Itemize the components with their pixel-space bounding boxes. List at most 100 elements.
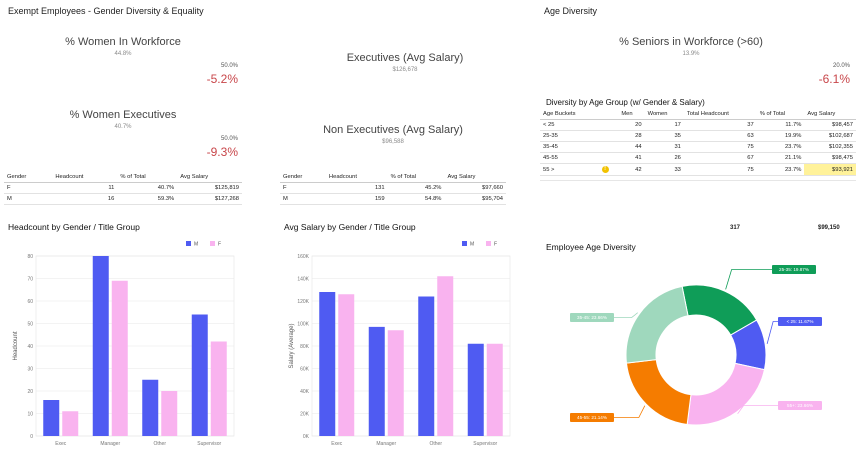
legend-label: F — [218, 242, 221, 248]
bar-f-manager — [111, 280, 128, 436]
table-row[interactable]: F 11 40.7% $125,819 — [4, 182, 242, 194]
kpi-target: 50.0% — [220, 63, 238, 69]
cell: 131 — [325, 182, 388, 194]
kpi-women-executives: % Women Executives 40.7% 50.0% -9.3% — [8, 109, 238, 159]
col-header: Headcount — [52, 172, 118, 183]
cell: $102,687 — [804, 130, 856, 142]
x-tick-label: Manager — [376, 441, 396, 447]
legend-swatch — [486, 241, 491, 246]
bar-m-supervisor — [467, 343, 484, 436]
cell: 26 — [644, 152, 684, 164]
cell: $125,819 — [177, 182, 242, 194]
slice-label: 55+: 23.66% — [787, 403, 813, 408]
legend-label: M — [194, 242, 198, 248]
x-tick-label: Supervisor — [197, 441, 221, 447]
headcount-chart-title: Headcount by Gender / Title Group — [8, 222, 140, 232]
table-row[interactable]: 35-45 44 31 75 23.7% $102,355 — [540, 141, 856, 153]
y-tick-label: 20 — [27, 389, 33, 395]
cell: 42 — [618, 163, 645, 176]
y-tick-label: 50 — [27, 321, 33, 327]
y-tick-label: 120K — [297, 299, 309, 305]
table-row[interactable]: < 25 20 17 37 11.7% $98,457 — [540, 119, 856, 131]
y-tick-label: 0K — [303, 434, 310, 440]
slice-label-box — [772, 265, 816, 274]
leader-line — [725, 269, 772, 290]
bar-f-manager — [387, 330, 404, 436]
slice-label-box — [570, 413, 614, 422]
cell: 67 — [683, 152, 757, 164]
kpi-title: % Seniors in Workforce (>60) — [619, 36, 763, 48]
kpi-value: $96,588 — [382, 139, 404, 145]
leader-line — [737, 405, 778, 414]
table-row[interactable]: 45-55 41 26 67 21.1% $98,475 — [540, 152, 856, 164]
bar-f-other — [161, 391, 178, 436]
cell: 19.9% — [756, 130, 805, 142]
leader-line — [766, 321, 778, 344]
y-tick-label: 80K — [300, 344, 310, 350]
table-row[interactable]: M 159 54.8% $95,704 — [280, 193, 506, 205]
cell: 55 > — [540, 163, 599, 176]
cell: 54.8% — [387, 193, 445, 205]
y-tick-label: 160K — [297, 254, 309, 260]
age-table: Age Buckets Men Women Total Headcount % … — [540, 109, 856, 176]
warning-icon: ! — [601, 166, 609, 173]
warning-cell — [598, 119, 619, 131]
cell: 20 — [618, 119, 645, 131]
kpi-women-workforce: % Women In Workforce 44.8% 50.0% -5.2% — [8, 36, 238, 86]
y-tick-label: 70 — [27, 276, 33, 282]
x-tick-label: Exec — [55, 441, 67, 447]
cell: F — [4, 182, 53, 194]
slice-label: 25-35: 19.87% — [779, 267, 809, 272]
x-tick-label: Supervisor — [473, 441, 497, 447]
x-tick-label: Exec — [331, 441, 343, 447]
cell: $95,704 — [444, 193, 506, 205]
age-table-empty-area — [540, 180, 856, 221]
y-tick-label: 60 — [27, 299, 33, 305]
kpi-title: Executives (Avg Salary) — [346, 52, 464, 64]
cell: 59.3% — [117, 193, 178, 205]
col-header: Gender — [4, 172, 53, 183]
warning-cell — [598, 141, 619, 153]
bar-m-exec — [319, 292, 336, 436]
kpi-value: 13.9% — [682, 51, 700, 57]
col-header: Age Buckets — [540, 109, 599, 120]
bar-m-supervisor — [191, 314, 208, 436]
kpi-title: Non Executives (Avg Salary) — [323, 124, 463, 136]
leader-line — [614, 312, 638, 318]
cell: $98,475 — [804, 152, 856, 164]
bar-f-exec — [62, 411, 79, 436]
kpi-target: 20.0% — [832, 63, 850, 69]
kpi-seniors: % Seniors in Workforce (>60) 13.9% 20.0%… — [582, 36, 850, 86]
bar-f-supervisor — [486, 343, 503, 436]
table-row[interactable]: M 16 59.3% $127,268 — [4, 193, 242, 205]
cell: 23.7% — [756, 163, 805, 176]
cell: 35-45 — [540, 141, 599, 153]
slice-label-box — [778, 317, 822, 326]
cell: 41 — [618, 152, 645, 164]
bar-m-manager — [368, 326, 385, 436]
table-row[interactable]: 25-35 28 35 63 19.9% $102,687 — [540, 130, 856, 142]
kpi-target: 50.0% — [220, 136, 238, 142]
y-axis-label: Salary (Average) — [289, 324, 295, 369]
y-tick-label: 30 — [27, 366, 33, 372]
cell: 37 — [683, 119, 757, 131]
table-row[interactable]: 55 >! 42 33 75 23.7% $93,921 — [540, 163, 856, 176]
donut-slice — [686, 362, 766, 426]
kpi-variance: -9.3% — [206, 145, 238, 159]
slice-label: 45-55: 21.14% — [577, 415, 607, 420]
cell: 21.1% — [756, 152, 805, 164]
table-row[interactable]: F 131 45.2% $97,660 — [280, 182, 506, 194]
slice-label-box — [570, 313, 614, 322]
kpi-value: 44.8% — [114, 51, 132, 57]
legend-swatch — [186, 241, 191, 246]
warning-cell — [598, 130, 619, 142]
legend-swatch — [210, 241, 215, 246]
cell: 75 — [683, 141, 757, 153]
col-header: % of Total — [387, 172, 445, 183]
cell: 17 — [644, 119, 684, 131]
age-section-title: Age Diversity — [544, 6, 598, 16]
x-tick-label: Other — [429, 441, 442, 447]
bar-m-other — [418, 296, 435, 436]
y-tick-label: 20K — [300, 411, 310, 417]
cell: 11 — [52, 182, 118, 194]
